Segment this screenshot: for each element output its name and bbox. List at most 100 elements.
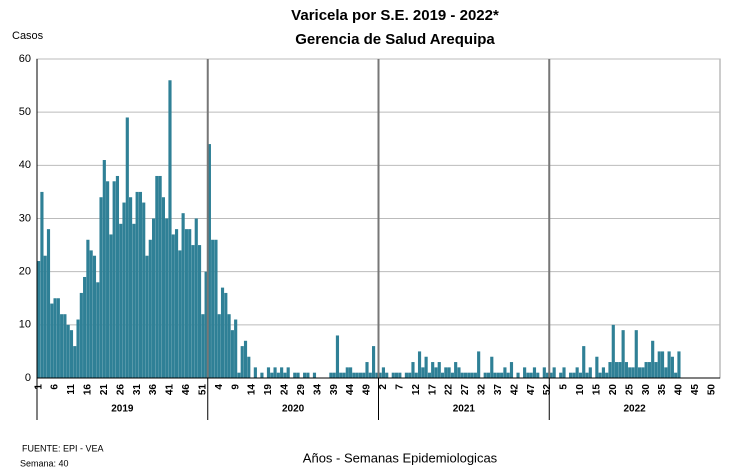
bar	[66, 324, 70, 378]
bar	[532, 367, 537, 378]
bar	[454, 362, 458, 378]
x-tick-label: 14	[247, 384, 258, 396]
bar	[46, 229, 51, 378]
bar	[276, 372, 280, 378]
year-label: 2020	[282, 404, 305, 415]
bar	[378, 372, 382, 378]
bar	[431, 362, 435, 378]
bar	[283, 372, 287, 378]
bar	[631, 367, 635, 378]
y-tick-label: 0	[25, 372, 31, 384]
bar	[224, 292, 228, 378]
bar	[647, 362, 651, 378]
bar	[447, 367, 451, 378]
bar	[89, 250, 93, 378]
bar	[424, 356, 428, 378]
bar	[129, 197, 133, 378]
x-tick-label: 30	[641, 384, 652, 396]
bar	[230, 330, 234, 378]
y-tick-label: 30	[19, 212, 31, 224]
bar	[37, 261, 41, 378]
bar	[99, 197, 103, 378]
bar	[486, 372, 491, 378]
bar	[371, 346, 376, 378]
x-axis-label: Años - Semanas Epidemiologicas	[303, 450, 498, 465]
x-tick-label: 22	[444, 384, 455, 396]
x-tick-label: 1	[33, 384, 44, 390]
bar	[641, 367, 645, 378]
bar	[427, 372, 431, 378]
bar	[201, 314, 205, 378]
bar	[526, 372, 530, 378]
source-week: Semana: 40	[20, 458, 69, 468]
x-tick-label: 11	[66, 384, 77, 395]
x-tick-label: 44	[345, 384, 356, 396]
bar	[303, 372, 307, 378]
bar	[562, 367, 566, 378]
bar	[306, 372, 310, 378]
bar	[417, 351, 422, 378]
bar	[273, 367, 277, 378]
bar	[158, 175, 162, 378]
bar	[217, 314, 221, 378]
bar	[181, 213, 185, 378]
bar	[618, 362, 622, 378]
bar	[329, 372, 333, 378]
bar	[375, 372, 379, 378]
x-tick-label: 39	[329, 384, 340, 396]
bar	[575, 367, 579, 378]
bar	[83, 276, 87, 378]
bar	[421, 367, 425, 378]
bar	[503, 367, 507, 378]
bar	[280, 367, 284, 378]
bar	[496, 372, 500, 378]
bar	[408, 372, 412, 378]
bar	[220, 287, 225, 378]
bar	[664, 367, 668, 378]
bar	[582, 346, 586, 378]
bar	[394, 372, 399, 378]
bar	[191, 245, 195, 378]
bar	[92, 255, 97, 378]
bar	[598, 372, 602, 378]
bar	[559, 372, 563, 378]
x-tick-label: 7	[394, 384, 405, 390]
x-tick-label: 26	[115, 384, 126, 396]
bar	[171, 234, 175, 378]
bar	[214, 239, 218, 378]
bar	[450, 372, 454, 378]
bar	[365, 362, 369, 378]
bar	[145, 255, 149, 378]
x-tick-label: 32	[477, 384, 488, 396]
bar	[601, 367, 606, 378]
x-tick-label: 25	[624, 384, 635, 396]
y-tick-label: 40	[19, 159, 31, 171]
x-tick-label: 50	[706, 384, 717, 396]
bar	[253, 367, 257, 378]
bar	[457, 367, 461, 378]
bar	[677, 351, 681, 378]
bar	[434, 367, 438, 378]
x-tick-label: 20	[608, 384, 619, 396]
bar	[53, 298, 57, 378]
x-tick-label: 2	[378, 384, 389, 390]
bar	[385, 372, 389, 378]
bar	[335, 335, 340, 378]
bar	[293, 372, 297, 378]
bar	[634, 330, 638, 378]
bar	[621, 330, 625, 378]
bar	[312, 372, 317, 378]
bar	[115, 175, 120, 378]
x-tick-label: 49	[362, 384, 373, 396]
bar	[211, 239, 215, 378]
bar	[608, 362, 612, 378]
bar	[500, 372, 504, 378]
bar	[440, 372, 445, 378]
bar	[667, 351, 671, 378]
bar	[490, 356, 494, 378]
bar	[194, 218, 198, 378]
bar	[86, 239, 90, 378]
bar	[142, 202, 146, 378]
x-tick-label: 42	[509, 384, 520, 396]
